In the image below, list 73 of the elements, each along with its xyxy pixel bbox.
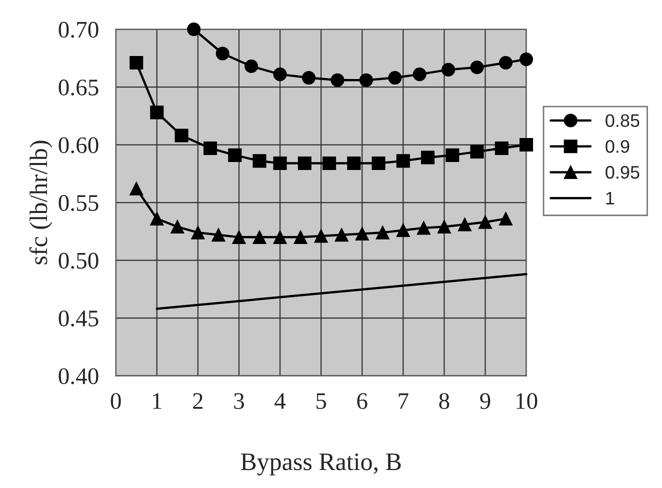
x-tick-label: 3 bbox=[234, 393, 244, 410]
point bbox=[446, 148, 460, 162]
y-tick-label: 0.50 bbox=[58, 252, 98, 269]
point bbox=[174, 128, 188, 142]
legend-label: 1 bbox=[606, 192, 614, 204]
point bbox=[273, 68, 287, 82]
x-tick-label: 6 bbox=[357, 393, 368, 410]
point bbox=[442, 62, 456, 76]
x-tick-label: 8 bbox=[439, 393, 450, 410]
point bbox=[187, 22, 201, 36]
point bbox=[416, 221, 430, 235]
y-tick-label: 0.65 bbox=[58, 80, 98, 96]
point bbox=[437, 220, 451, 234]
point bbox=[273, 230, 287, 244]
point bbox=[334, 228, 348, 242]
x-tick-label: 2 bbox=[193, 393, 203, 409]
point bbox=[396, 154, 410, 168]
point bbox=[520, 52, 534, 66]
x-tick-label: 5 bbox=[316, 393, 326, 410]
point bbox=[470, 144, 484, 158]
point bbox=[212, 228, 226, 242]
point bbox=[252, 154, 266, 168]
point bbox=[499, 56, 513, 70]
point bbox=[520, 138, 534, 152]
y-tick-label: 0.45 bbox=[58, 310, 98, 327]
point bbox=[355, 226, 369, 240]
point bbox=[412, 68, 426, 82]
point bbox=[478, 215, 492, 229]
point bbox=[232, 230, 246, 244]
point bbox=[330, 73, 344, 87]
point bbox=[203, 141, 218, 156]
point bbox=[228, 148, 242, 162]
point bbox=[170, 220, 184, 234]
legend-label: 0.85 bbox=[606, 114, 640, 127]
y-tick-label: 0.40 bbox=[58, 368, 98, 384]
point bbox=[150, 106, 164, 120]
point bbox=[396, 223, 410, 238]
x-tick-label: 7 bbox=[398, 393, 408, 409]
point bbox=[388, 71, 402, 85]
point bbox=[314, 229, 328, 243]
point bbox=[216, 46, 230, 60]
point bbox=[372, 156, 386, 170]
point bbox=[298, 156, 312, 170]
point bbox=[130, 56, 144, 70]
y-tick-label: 0.70 bbox=[58, 22, 98, 38]
x-tick-label: 4 bbox=[274, 393, 286, 409]
point bbox=[494, 141, 508, 156]
point bbox=[191, 226, 205, 240]
y-tick-label: 0.60 bbox=[58, 137, 98, 154]
point bbox=[244, 59, 258, 74]
point bbox=[252, 230, 266, 244]
point bbox=[294, 230, 308, 244]
x-tick-label: 9 bbox=[480, 393, 490, 410]
point bbox=[499, 212, 513, 226]
point bbox=[376, 226, 390, 240]
point bbox=[347, 156, 361, 170]
point bbox=[470, 60, 484, 74]
point bbox=[421, 150, 435, 164]
point bbox=[273, 156, 287, 170]
point bbox=[458, 218, 472, 232]
x-tick-label: 10 bbox=[516, 393, 538, 410]
x-axis-title: Bypass Ratio, B bbox=[240, 453, 401, 476]
x-tick-label: 1 bbox=[153, 393, 162, 409]
x-tick-label: 0 bbox=[110, 393, 121, 410]
legend-label: 0.95 bbox=[606, 166, 640, 179]
legend-label: 0.9 bbox=[606, 140, 630, 153]
y-axis-title: sfc (lb/hr/lb) bbox=[29, 140, 52, 264]
point bbox=[130, 182, 144, 196]
point bbox=[302, 71, 316, 85]
point bbox=[322, 156, 336, 170]
point bbox=[359, 73, 373, 87]
y-tick-label: 0.55 bbox=[58, 195, 98, 212]
point bbox=[150, 212, 164, 226]
